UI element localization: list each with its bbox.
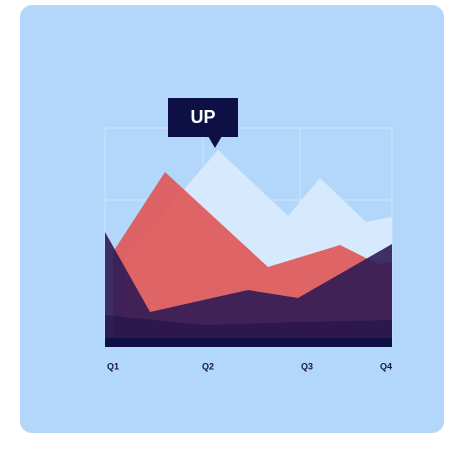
quarter-label: Q1	[107, 361, 119, 371]
quarter-label: Q3	[301, 361, 313, 371]
badge: UP	[168, 98, 238, 148]
badge-box	[168, 98, 238, 137]
badge-text: UP	[190, 107, 215, 127]
badge-pointer	[208, 136, 222, 148]
baseline	[105, 338, 392, 347]
quarter-label: Q2	[202, 361, 214, 371]
dark-area	[105, 232, 392, 345]
quarter-label: Q4	[380, 361, 392, 371]
